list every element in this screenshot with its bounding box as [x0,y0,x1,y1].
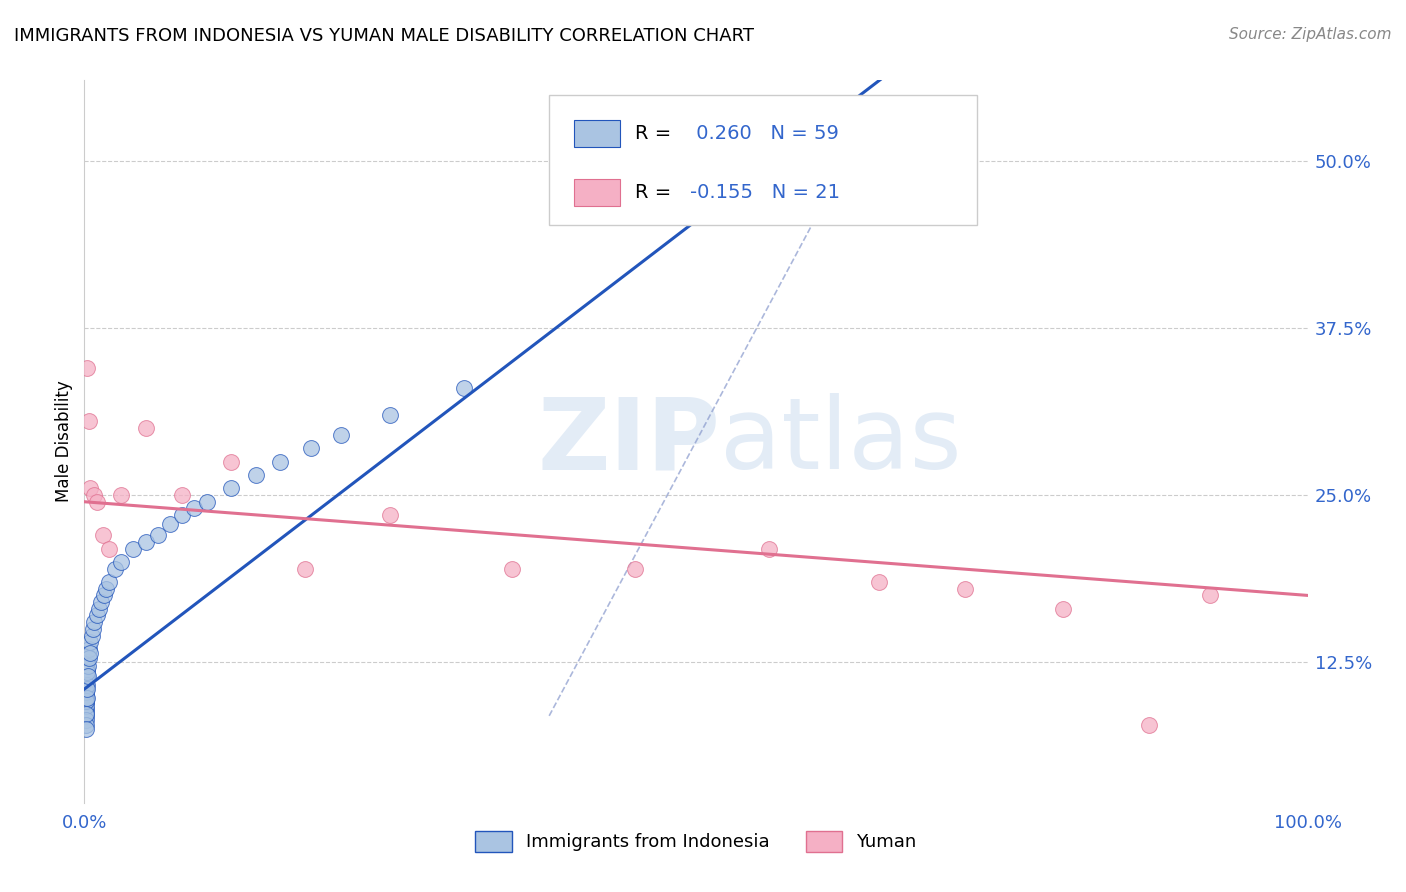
Point [75,689,97,703]
Point [77,659,100,673]
Point [77,648,100,663]
Point [79,482,101,496]
Point [869,575,891,590]
Text: ZIP: ZIP [537,393,720,490]
Point [75,669,97,683]
Point [86,494,108,508]
Point [91,528,114,542]
Point [380,408,402,422]
Point [219,482,242,496]
Point [75,707,97,722]
Point [77,669,100,683]
Point [245,467,267,482]
Text: R =: R = [636,183,678,202]
Text: IMMIGRANTS FROM INDONESIA VS YUMAN MALE DISABILITY CORRELATION CHART: IMMIGRANTS FROM INDONESIA VS YUMAN MALE … [14,27,754,45]
Text: atlas: atlas [720,393,962,490]
Text: 0.260   N = 59: 0.260 N = 59 [690,124,839,144]
Point [1198,589,1220,603]
Point [76,691,98,706]
Point [77,642,100,657]
Point [75,685,97,699]
Point [76,665,98,679]
Point [75,708,97,723]
Point [75,694,97,708]
FancyBboxPatch shape [574,178,620,206]
Text: Source: ZipAtlas.com: Source: ZipAtlas.com [1229,27,1392,42]
Point [330,428,353,442]
Point [135,421,157,435]
Point [79,635,101,649]
Point [87,602,110,616]
Point [75,713,97,727]
Point [97,575,120,590]
Point [75,678,97,692]
Point [195,494,218,508]
Point [172,508,194,523]
Point [453,381,475,395]
Point [75,673,97,687]
Point [76,655,98,669]
Point [104,562,127,576]
Point [93,589,115,603]
Point [135,534,157,549]
Point [110,488,132,502]
FancyBboxPatch shape [574,120,620,147]
Point [502,562,524,576]
Point [380,508,402,523]
Point [159,517,181,532]
Point [1052,602,1074,616]
Point [75,718,97,732]
FancyBboxPatch shape [550,95,977,225]
Point [76,678,98,692]
Point [269,455,291,469]
Point [75,699,97,714]
Point [75,689,97,703]
Y-axis label: Male Disability: Male Disability [55,381,73,502]
Point [172,488,194,502]
Point [953,582,976,596]
Point [75,682,97,697]
Point [219,455,242,469]
Point [758,541,780,556]
Point [75,691,97,706]
Legend: Immigrants from Indonesia, Yuman: Immigrants from Indonesia, Yuman [468,823,924,859]
Point [183,501,205,516]
Point [146,528,169,542]
Point [96,582,118,596]
Point [86,608,108,623]
Text: R =: R = [636,124,678,144]
Point [90,595,112,609]
Point [76,662,98,676]
Point [80,629,103,643]
Point [122,541,145,556]
Point [97,541,120,556]
Point [83,488,105,502]
Point [294,562,316,576]
Point [75,723,97,737]
Point [82,622,104,636]
Text: -0.155   N = 21: -0.155 N = 21 [690,183,839,202]
Point [75,696,97,710]
Point [76,669,98,683]
Point [624,562,647,576]
Point [75,705,97,719]
Point [76,682,98,697]
Point [1137,718,1160,732]
Point [75,675,97,690]
Point [77,651,100,665]
Point [77,414,100,429]
Point [110,555,132,569]
Point [299,442,322,455]
Point [79,646,101,660]
Point [76,361,98,376]
Point [83,615,105,630]
Point [75,696,97,710]
Point [75,702,97,716]
